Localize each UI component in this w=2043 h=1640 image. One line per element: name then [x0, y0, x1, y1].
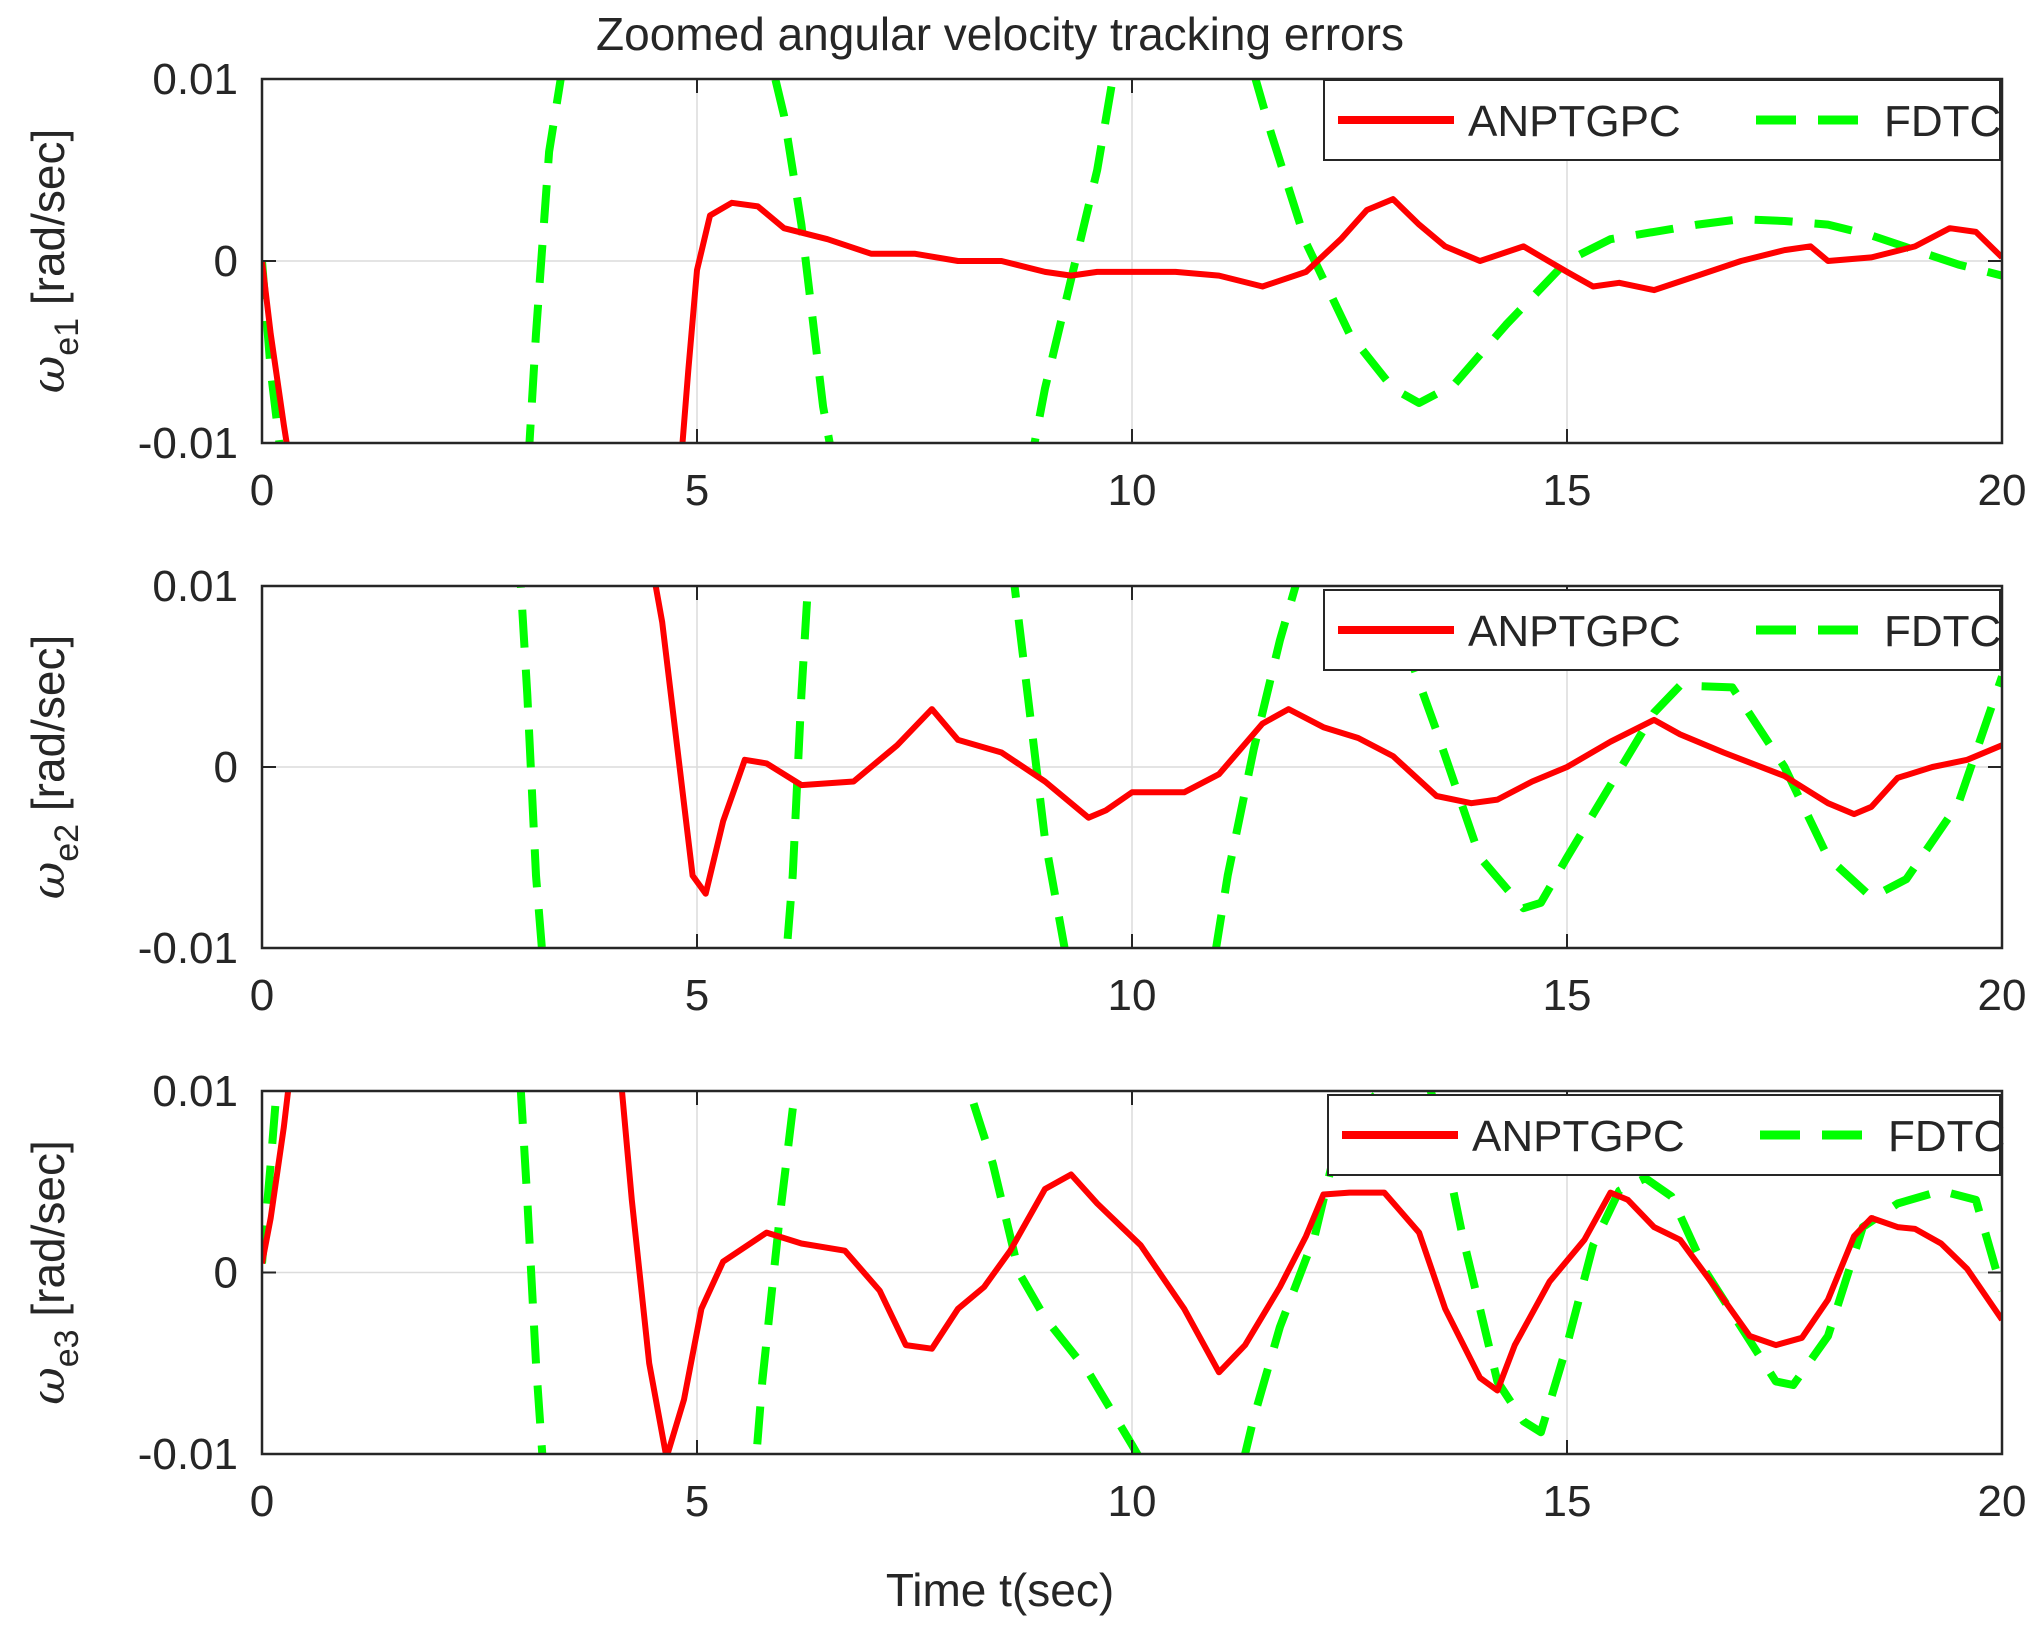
y-tick-label: 0 — [214, 1249, 238, 1298]
y-label-subscript: e2 — [48, 824, 86, 862]
x-tick-label: 5 — [685, 466, 709, 515]
y-axis-label: ωe2 [rad/sec] — [21, 635, 86, 900]
y-label-unit: [rad/sec] — [22, 635, 74, 824]
y-tick-label: -0.01 — [138, 1430, 238, 1479]
series-line-anptgpc — [262, 196, 2002, 443]
y-label-unit: [rad/sec] — [22, 1140, 74, 1329]
y-tick-label: 0.01 — [152, 55, 238, 104]
legend-label-fdtc: FDTC — [1884, 607, 2001, 656]
series-line-fdtc — [516, 586, 2002, 948]
x-axis-label: Time t(sec) — [886, 1564, 1114, 1616]
legend-label-anptgpc: ANPTGPC — [1468, 97, 1681, 146]
x-tick-label: 0 — [250, 1477, 274, 1526]
x-tick-label: 15 — [1543, 466, 1592, 515]
y-label-symbol: ω — [21, 1367, 75, 1405]
legend-label-fdtc: FDTC — [1888, 1112, 2005, 1161]
y-axis-label: ωe1 [rad/sec] — [21, 129, 86, 394]
legend-label-anptgpc: ANPTGPC — [1468, 607, 1681, 656]
y-label-subscript: e3 — [48, 1329, 86, 1367]
legend-label-fdtc: FDTC — [1884, 97, 2001, 146]
x-tick-label: 5 — [685, 1477, 709, 1526]
legend: ANPTGPC FDTC — [1323, 589, 2001, 671]
y-label-subscript: e1 — [48, 318, 86, 356]
y-label-unit: [rad/sec] — [22, 129, 74, 318]
legend-label-anptgpc: ANPTGPC — [1472, 1112, 1685, 1161]
y-tick-label: -0.01 — [138, 924, 238, 973]
x-tick-label: 0 — [250, 971, 274, 1020]
x-tick-label: 15 — [1543, 971, 1592, 1020]
y-label-symbol: ω — [21, 862, 75, 900]
y-tick-label: 0.01 — [152, 1067, 238, 1116]
y-axis-label: ωe3 [rad/sec] — [21, 1140, 86, 1405]
x-tick-label: 20 — [1978, 1477, 2027, 1526]
legend: ANPTGPC FDTC — [1327, 1094, 2005, 1176]
y-label-symbol: ω — [21, 356, 75, 394]
x-tick-label: 10 — [1108, 466, 1157, 515]
y-tick-label: 0 — [214, 743, 238, 792]
series-line-fdtc — [262, 79, 2002, 443]
series-line-anptgpc — [652, 586, 2002, 897]
x-tick-label: 0 — [250, 466, 274, 515]
x-tick-label: 15 — [1543, 1477, 1592, 1526]
figure-title: Zoomed angular velocity tracking errors — [596, 8, 1404, 60]
series-line-anptgpc — [262, 1091, 2002, 1454]
y-tick-label: -0.01 — [138, 419, 238, 468]
x-tick-label: 20 — [1978, 971, 2027, 1020]
legend: ANPTGPC FDTC — [1323, 79, 2001, 161]
y-tick-label: 0 — [214, 237, 238, 286]
x-tick-label: 10 — [1108, 971, 1157, 1020]
x-tick-label: 10 — [1108, 1477, 1157, 1526]
y-tick-label: 0.01 — [152, 562, 238, 611]
x-tick-label: 5 — [685, 971, 709, 1020]
x-tick-label: 20 — [1978, 466, 2027, 515]
